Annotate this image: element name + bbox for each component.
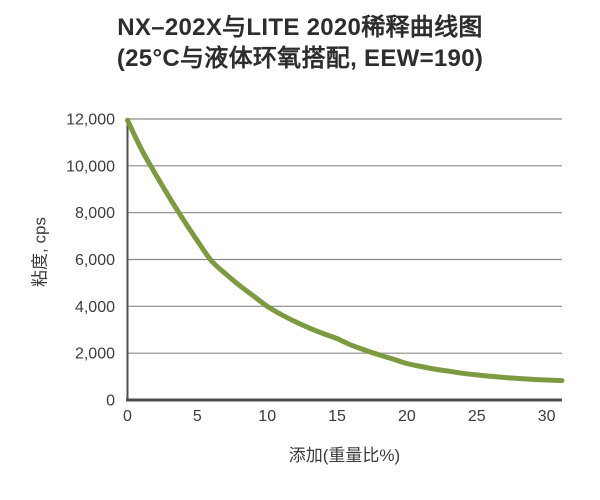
x-tick-label: 0 (123, 408, 132, 425)
x-tick-label: 25 (468, 408, 486, 425)
y-tick-label: 10,000 (66, 158, 115, 175)
y-tick-label: 2,000 (75, 346, 115, 363)
x-tick-label: 20 (398, 408, 416, 425)
y-tick-label: 6,000 (75, 252, 115, 269)
x-tick-label: 15 (328, 408, 346, 425)
y-tick-label: 8,000 (75, 205, 115, 222)
y-tick-label: 12,000 (66, 112, 115, 129)
y-tick-label: 4,000 (75, 299, 115, 316)
y-tick-label: 0 (106, 393, 115, 410)
dilution-curve (125, 117, 565, 384)
x-tick-label: 30 (538, 408, 556, 425)
x-tick-label: 5 (193, 408, 202, 425)
chart-title: NX–202X与LITE 2020稀释曲线图 (25°C与液体环氧搭配, EEW… (0, 12, 600, 74)
chart-title-line2: (25°C与液体环氧搭配, EEW=190) (116, 45, 484, 72)
x-tick-label: 10 (258, 408, 276, 425)
chart-title-line1: NX–202X与LITE 2020稀释曲线图 (117, 14, 483, 41)
x-axis-title: 添加(重量比%) (288, 446, 401, 465)
